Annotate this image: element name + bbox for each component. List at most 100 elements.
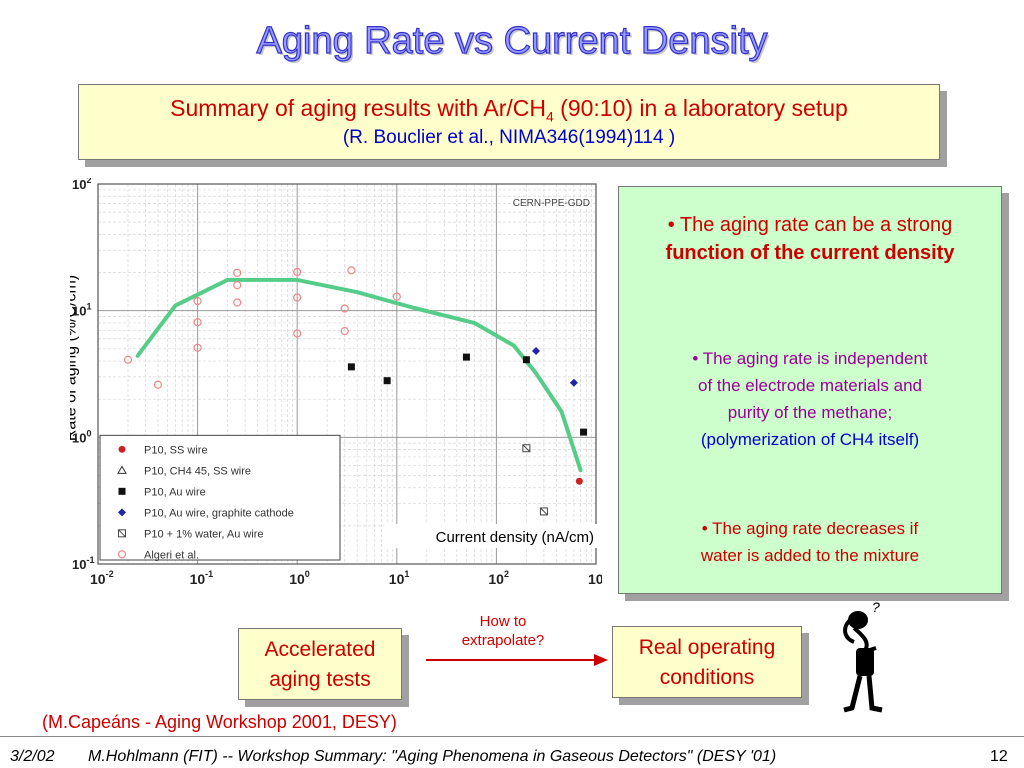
page-number: 12 <box>990 748 1008 765</box>
x-tick-label: 101 <box>389 569 410 587</box>
plot-frame <box>97 183 597 565</box>
extrapolate-arrow <box>426 654 608 666</box>
data-point-circle <box>153 380 163 389</box>
marker-diamond <box>569 378 578 387</box>
data-point-circle <box>293 267 302 277</box>
x-tick-label: 102 <box>488 569 509 587</box>
marker-square <box>347 363 355 371</box>
finding-current-density: • The aging rate can be a strong functio… <box>665 214 955 264</box>
legend-entry: P10, SS wire <box>144 444 208 456</box>
legend-marker-dot <box>118 445 126 453</box>
marker-xsquare-cross <box>522 444 531 453</box>
data-point-diamond <box>532 347 541 356</box>
marker-circle <box>392 292 401 301</box>
data-point-circle <box>233 298 242 307</box>
marker-xsquare <box>522 444 531 453</box>
legend-marker-square <box>118 487 126 495</box>
marker-square <box>462 353 470 361</box>
data-point-circle <box>392 292 401 301</box>
y-axis-label: Rate of aging (%/C/cm) <box>70 275 80 441</box>
data-point-xsquare <box>522 444 531 453</box>
finding-independence: • The aging rate is independent of the e… <box>692 349 928 449</box>
aging-chart-svg: 10-210-110010110210310-1100101102CERN-PP… <box>63 175 609 587</box>
marker-circle <box>233 298 242 307</box>
marker-square <box>383 377 391 385</box>
legend-marker-triangle <box>117 465 127 474</box>
data-point-circle <box>340 304 349 313</box>
y-tick-label: 10-1 <box>72 555 94 572</box>
thinker-question-mark: ? <box>872 599 880 615</box>
marker-circle <box>193 318 202 327</box>
extrapolate-label: How to extrapolate? <box>461 613 545 649</box>
marker-xsquare <box>118 529 126 538</box>
accelerated-tests-box: Accelerated aging tests <box>238 628 402 700</box>
legend-marker-diamond <box>118 508 126 517</box>
thinking-figure-icon: ? <box>843 599 883 713</box>
real-conditions-box: Real operating conditions <box>612 626 802 698</box>
data-point-circle <box>193 343 202 352</box>
marker-circle <box>117 550 127 559</box>
marker-circle <box>233 268 242 277</box>
data-point-circle <box>193 318 202 327</box>
legend-entry: Algeri et al. <box>144 549 199 561</box>
summary-reference: (R. Bouclier et al., NIMA346(1994)114 ) <box>342 126 676 148</box>
marker-square <box>118 487 126 495</box>
legend-marker-xsquare <box>118 529 126 538</box>
legend-marker-circle <box>117 550 127 559</box>
footer-text: M.Hohlmann (FIT) -- Workshop Summary: "A… <box>88 748 777 765</box>
marker-triangle <box>117 465 127 474</box>
marker-diamond <box>532 347 541 356</box>
marker-circle <box>340 304 349 313</box>
x-axis-label-bg <box>384 524 598 548</box>
x-tick-label: 100 <box>289 569 310 587</box>
y-tick-label: 102 <box>72 178 91 192</box>
marker-circle <box>193 343 202 352</box>
legend-entry: P10, Au wire <box>144 486 206 498</box>
data-point-square <box>580 428 588 436</box>
legend-frame <box>99 434 341 561</box>
legend-entry: P10 + 1% water, Au wire <box>144 528 264 540</box>
marker-dot <box>118 445 126 453</box>
marker-circle <box>293 329 302 338</box>
x-axis-label: Current density (nA/cm) <box>436 529 594 546</box>
aging-chart: 10-210-110010110210310-1100101102CERN-PP… <box>63 175 609 592</box>
data-point-xsquare <box>539 507 548 516</box>
data-point-circle <box>347 266 356 275</box>
marker-dot <box>575 477 583 485</box>
marker-circle <box>233 281 242 290</box>
marker-xsquare-cross <box>540 507 548 516</box>
y-tick-label: 100 <box>72 428 91 445</box>
legend-entry: P10, CH4 45, SS wire <box>144 465 251 477</box>
x-tick-label: 10-2 <box>90 569 114 587</box>
marker-circle <box>193 296 202 306</box>
marker-xsquare <box>539 507 548 516</box>
data-point-square <box>383 377 391 385</box>
footer-date: 3/2/02 <box>10 748 55 765</box>
data-point-circle <box>233 268 242 277</box>
y-tick-label: 101 <box>72 302 91 319</box>
chart-legend: P10, SS wire P10, CH4 45, SS wire P10, Au … <box>99 434 341 561</box>
data-point-square <box>347 363 355 371</box>
marker-circle <box>293 267 302 277</box>
slide-title: Aging Rate vs Current Density <box>256 19 768 62</box>
x-tick-label: 103 <box>588 569 602 587</box>
data-point-circle <box>293 293 302 302</box>
finding-water: • The aging rate decreases if water is a… <box>700 519 920 565</box>
marker-diamond <box>118 508 126 517</box>
data-point-square <box>462 353 470 361</box>
marker-circle <box>340 326 349 336</box>
citation: (M.Capeáns - Aging Workshop 2001, DESY) <box>42 712 397 732</box>
legend-entry: P10, Au wire, graphite cathode <box>144 507 294 519</box>
corner-label: CERN-PPE-GDD <box>513 198 590 209</box>
x-tick-label: 10-1 <box>190 569 214 587</box>
summary-line-1: Summary of aging results with Ar/CH4 (90… <box>170 95 848 125</box>
marker-square <box>580 428 588 436</box>
marker-circle <box>153 380 163 389</box>
data-point-circle <box>233 281 242 290</box>
trend-curve <box>135 277 583 473</box>
marker-circle <box>347 266 356 275</box>
data-point-circle <box>193 296 202 306</box>
marker-circle <box>123 355 133 364</box>
marker-square <box>522 356 530 364</box>
findings-box: • The aging rate can be a strong functio… <box>618 186 1002 594</box>
